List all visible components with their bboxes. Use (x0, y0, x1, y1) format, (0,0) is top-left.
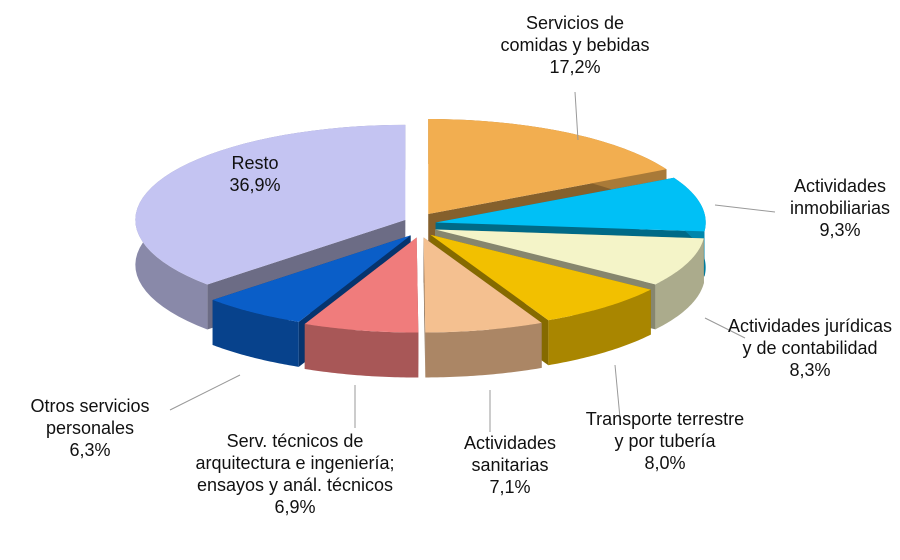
leader-line (614, 364, 621, 419)
leader-line (704, 317, 746, 339)
slice-top (435, 229, 704, 285)
value-label: 17,2% (549, 57, 601, 77)
slice-top (430, 234, 651, 321)
slice-wall (425, 322, 542, 378)
category-name: Serv. técnicos de arquitectura e ingenie… (195, 431, 395, 495)
category-name: Actividades inmobiliarias (789, 176, 891, 218)
slice (423, 237, 542, 378)
value-label: 8,0% (644, 453, 686, 473)
slice-top (435, 177, 706, 232)
slice-top (304, 237, 419, 333)
category-name: Servicios de comidas y bebidas (500, 13, 650, 55)
value-label: 6,9% (274, 497, 316, 517)
slice-label: Serv. técnicos de arquitectura e ingenie… (185, 430, 405, 518)
leader-line (714, 204, 776, 213)
slice-top (423, 237, 542, 333)
slice-top (212, 235, 411, 322)
category-name: Actividades jurídicas y de contabilidad (727, 316, 893, 358)
leader-line (169, 374, 241, 411)
slice-label: Actividades jurídicas y de contabilidad 8… (725, 315, 895, 381)
slice-label: Actividades inmobiliarias 9,3% (765, 175, 900, 241)
category-name: Transporte terrestre y por tubería (585, 409, 745, 451)
slice-label: Servicios de comidas y bebidas 17,2% (490, 12, 660, 78)
value-label: 9,3% (819, 220, 861, 240)
slice-wall (655, 238, 704, 330)
leader-line (574, 91, 579, 141)
slice-wall (304, 323, 419, 378)
slice (304, 237, 419, 378)
slice-label: Otros servicios personales 6,3% (0, 395, 180, 461)
value-label: 6,3% (69, 440, 111, 460)
category-name: Otros servicios personales (30, 396, 150, 438)
value-label: 36,9% (229, 175, 281, 195)
value-label: 7,1% (489, 477, 531, 497)
slice-label: Transporte terrestre y por tubería 8,0% (585, 408, 745, 474)
category-name: Resto (231, 153, 279, 173)
slice-side (423, 237, 426, 378)
value-label: 8,3% (789, 360, 831, 380)
slice-label: Actividades sanitarias 7,1% (435, 432, 585, 498)
slice-wall (212, 299, 299, 367)
slice-top (135, 124, 406, 285)
slice-top (428, 119, 667, 215)
slice-wall (548, 289, 651, 366)
category-name: Actividades sanitarias (463, 433, 557, 475)
slice-label: Resto 36,9% (195, 152, 315, 196)
